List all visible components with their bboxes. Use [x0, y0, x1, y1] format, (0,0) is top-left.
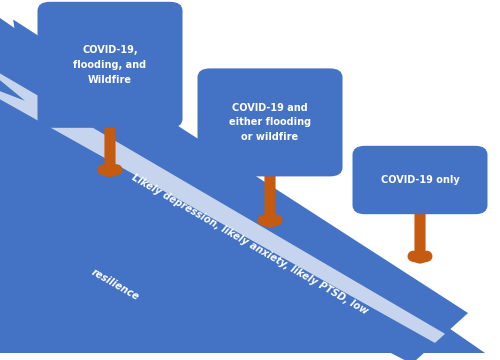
FancyBboxPatch shape [198, 68, 342, 176]
Text: COVID-19,
flooding, and
Wildfire: COVID-19, flooding, and Wildfire [74, 45, 146, 85]
Polygon shape [0, 18, 485, 353]
Text: Likely depression, likely anxiety, likely PTSD, low: Likely depression, likely anxiety, likel… [130, 173, 370, 317]
Text: COVID-19 and
either flooding
or wildfire: COVID-19 and either flooding or wildfire [229, 103, 311, 142]
FancyBboxPatch shape [352, 146, 488, 214]
Text: COVID-19 only: COVID-19 only [380, 175, 460, 185]
Polygon shape [0, 19, 468, 360]
Text: resilience: resilience [90, 267, 141, 302]
FancyBboxPatch shape [38, 2, 182, 128]
Polygon shape [0, 57, 445, 343]
